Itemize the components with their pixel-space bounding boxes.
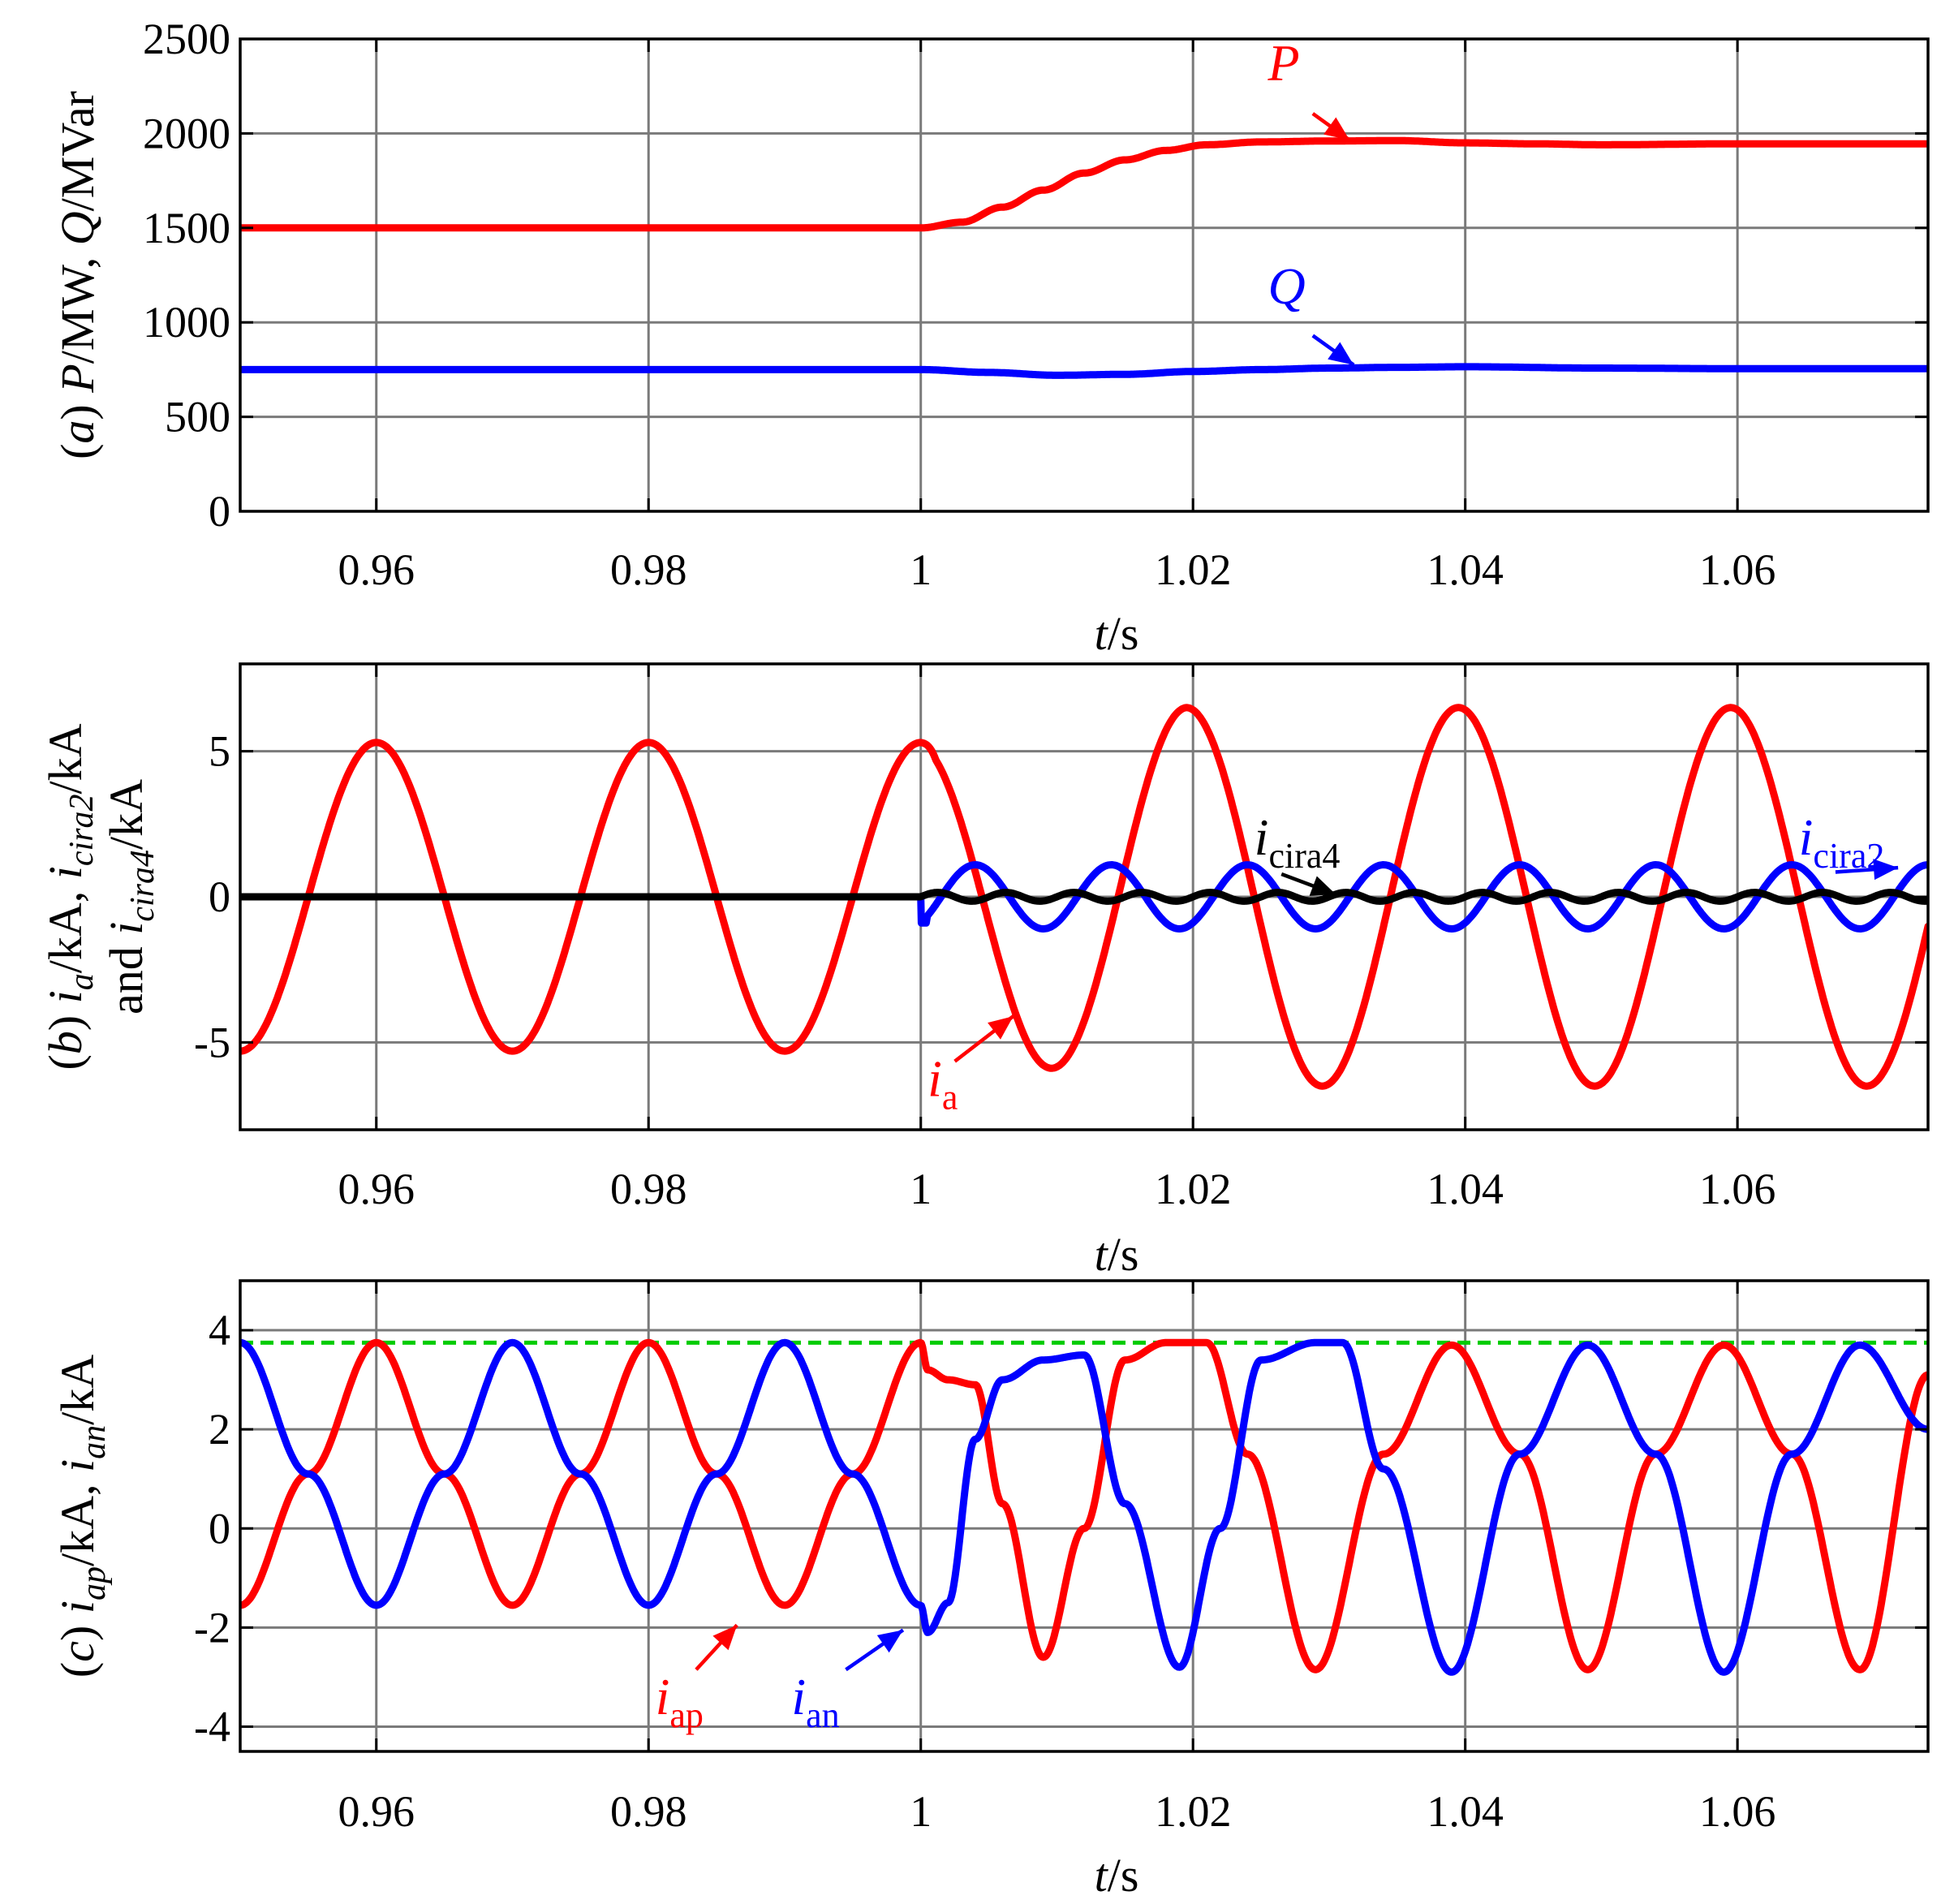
x-tick-label: 1.04 [1427, 1787, 1504, 1836]
y-tick-label: -5 [194, 1018, 230, 1066]
series-i-cira4 [240, 889, 1928, 905]
x-axis-label: t/s [1095, 1228, 1139, 1281]
annotation-arrow-head [1309, 876, 1336, 896]
x-tick-label: 1.06 [1699, 1787, 1776, 1836]
x-tick-label: 1.02 [1155, 1787, 1232, 1836]
x-tick-label: 1 [910, 1787, 932, 1836]
annotation-arrow-head [876, 1630, 903, 1653]
series-i-a [240, 704, 1928, 1090]
y-tick-label: 2000 [143, 109, 230, 157]
x-tick-label: 0.96 [338, 545, 415, 594]
y-tick-label: 2 [209, 1405, 230, 1454]
annotation-Q: Q [1268, 257, 1355, 367]
y-axis-label: (a) P/MW, Q/MVar [51, 91, 104, 459]
series-i-ap [240, 1338, 1928, 1674]
annotation-label: icira2 [1799, 808, 1885, 876]
annotation-arrow-head [712, 1625, 738, 1651]
x-tick-label: 1.04 [1427, 1165, 1504, 1213]
y-tick-label: 500 [165, 393, 230, 442]
annotation-arrow-head [1323, 117, 1350, 140]
annotation-P: P [1267, 34, 1351, 142]
x-tick-label: 1.02 [1155, 1165, 1232, 1213]
x-tick-label: 1.04 [1427, 545, 1504, 594]
x-tick-label: 0.96 [338, 1165, 415, 1213]
x-tick-label: 1.06 [1699, 1165, 1776, 1213]
x-tick-label: 0.98 [610, 545, 687, 594]
y-tick-label: -2 [194, 1603, 230, 1652]
annotation-arrow-head [988, 1016, 1014, 1040]
series-group [240, 1338, 1928, 1676]
y-tick-label: 1500 [143, 204, 230, 252]
annotation-i-cira4: icira4 [1255, 808, 1341, 897]
x-axis-label: t/s [1095, 1849, 1139, 1902]
annotation-i-ap: iap [656, 1623, 738, 1735]
panel-b: 0.96 0.98 1 1.02 1.04 1.06 -5 0 5 t/s (b) ia/kA, i… [39, 662, 1930, 1281]
x-tick-label: 0.98 [610, 1165, 687, 1213]
x-axis-label: t/s [1095, 607, 1139, 660]
annotation-label: iap [656, 1668, 704, 1735]
panels: 0.96 0.98 1 1.02 1.04 1.060500100015002000250… [39, 15, 1930, 1902]
series-i-an [240, 1338, 1928, 1676]
panel-a: 0.96 0.98 1 1.02 1.04 1.06 0 500 1000 1500 2000 250… [51, 15, 1930, 660]
annotation-arrow-head [1873, 859, 1899, 881]
y-tick-label: 0 [209, 1504, 230, 1553]
series-group [240, 136, 1928, 379]
axes-box [239, 37, 1930, 513]
annotation-label: P [1267, 34, 1299, 92]
annotation-arrow-head [1328, 342, 1354, 365]
annotation-label: icira4 [1255, 808, 1341, 876]
y-tick-label: -4 [194, 1702, 230, 1751]
y-tick-label: 1000 [143, 298, 230, 347]
panel-c: 0.96 0.98 1 1.02 1.04 1.06 -4 -2 0 2 4 t/s (c) iap/k… [51, 1279, 1930, 1902]
annotation-i-an: ian [791, 1628, 905, 1735]
axes-box [239, 1279, 1930, 1753]
x-tick-label: 1.02 [1155, 545, 1232, 594]
series-P [240, 136, 1928, 232]
annotation-i-cira2: icira2 [1799, 808, 1899, 881]
y-tick-label: 2500 [143, 15, 230, 63]
x-tick-label: 0.96 [338, 1787, 415, 1836]
annotation-i-a: ia [928, 1014, 1015, 1118]
y-axis-label: and icira4/kA [100, 779, 161, 1014]
annotation-label: ian [791, 1668, 839, 1735]
series-group [240, 704, 1928, 1090]
y-tick-label: 0 [209, 487, 230, 536]
y-tick-label: 0 [209, 872, 230, 921]
series-Q [240, 363, 1928, 379]
y-axis-label: (c) iap/kA, ian/kA [51, 1355, 113, 1678]
y-tick-label: 5 [209, 727, 230, 776]
x-tick-label: 1 [910, 545, 932, 594]
y-tick-label: 4 [209, 1306, 230, 1355]
annotation-label: ia [928, 1050, 958, 1118]
x-tick-label: 1.06 [1699, 545, 1776, 594]
y-axis-label: (b) ia/kA, icira2/kA [39, 723, 101, 1070]
annotation-label: Q [1268, 257, 1305, 315]
x-tick-label: 0.98 [610, 1787, 687, 1836]
x-tick-label: 1 [910, 1165, 932, 1213]
